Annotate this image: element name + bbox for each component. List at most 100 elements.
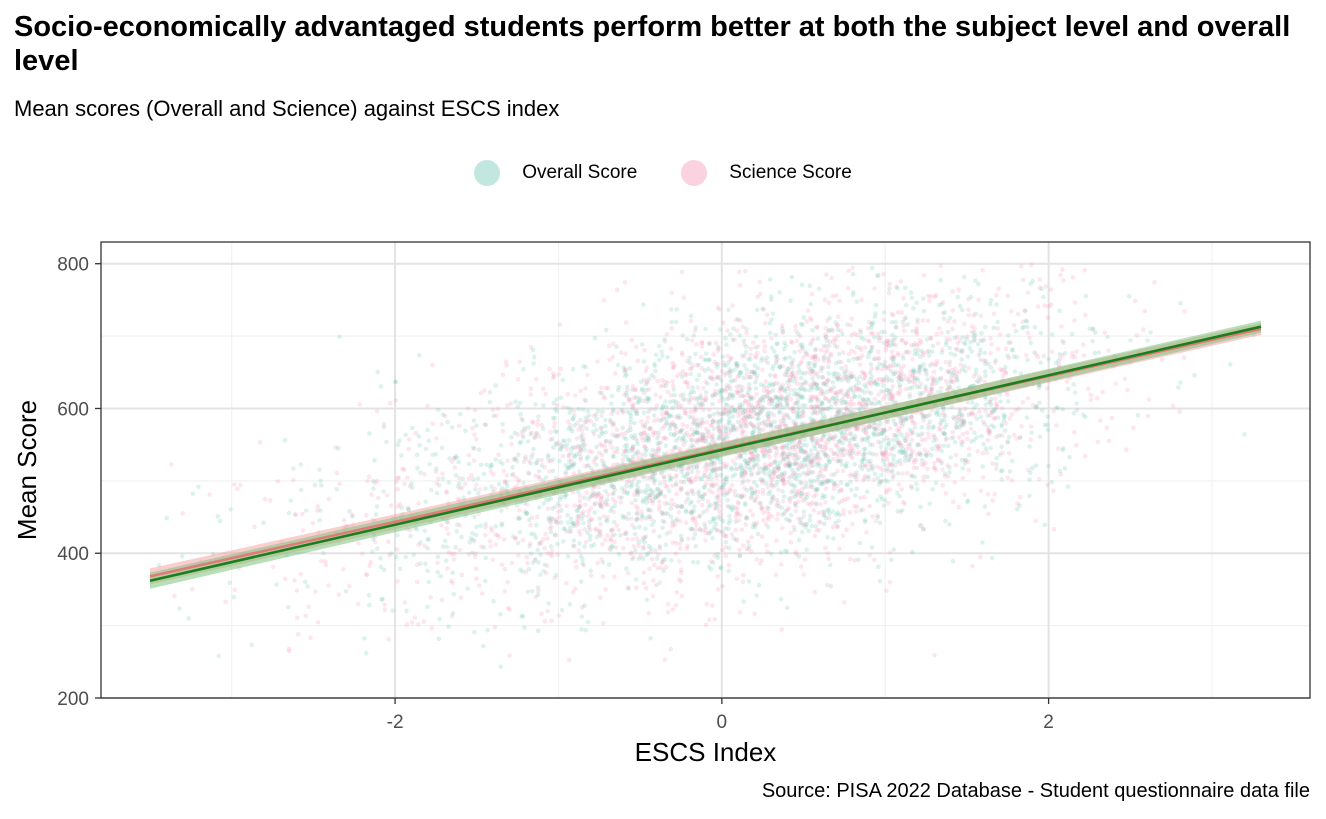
scatter-point [823,453,828,459]
scatter-point [657,534,662,539]
scatter-point [542,562,547,568]
scatter-point [409,481,414,486]
scatter-point [664,332,670,337]
scatter-point [707,414,713,419]
scatter-point [983,446,989,452]
scatter-point [690,414,695,420]
scatter-point [857,374,862,380]
scatter-point [405,505,411,511]
scatter-point [1032,325,1038,330]
scatter-point [579,511,584,516]
scatter-point [826,459,832,465]
scatter-point [378,384,384,389]
scatter-point [862,494,867,500]
scatter-point [721,532,727,538]
scatter-point [443,558,449,564]
scatter-point [1087,326,1093,332]
scatter-point [973,278,978,284]
scatter-point [690,515,696,520]
scatter-point [965,400,970,405]
scatter-point [695,363,700,368]
scatter-point [733,462,738,467]
scatter-point [792,378,797,384]
scatter-point [658,383,664,389]
scatter-point [457,411,463,417]
scatter-point [533,402,538,407]
scatter-point [779,471,784,477]
scatter-point [535,457,541,463]
scatter-point [706,366,711,372]
scatter-point [857,356,863,361]
scatter-point [355,601,361,607]
scatter-point [642,444,648,449]
scatter-point [839,366,844,371]
scatter-point [478,523,484,528]
scatter-point [879,451,885,457]
scatter-point [959,418,965,423]
scatter-point [678,546,683,551]
scatter-point [768,445,773,451]
scatter-point [660,518,666,524]
scatter-point [819,389,824,394]
scatter-point [791,373,797,379]
scatter-point [740,324,746,330]
scatter-point [509,434,514,440]
scatter-point [629,337,635,343]
scatter-point [576,504,582,510]
scatter-point [679,537,685,543]
scatter-point [459,534,464,540]
scatter-point [298,572,304,577]
scatter-point [706,429,711,434]
scatter-point [706,531,711,536]
scatter-point [1032,350,1037,355]
scatter-point [668,514,674,519]
scatter-point [430,452,435,458]
scatter-point [636,543,641,549]
scatter-point [641,570,647,575]
scatter-point [1005,353,1010,359]
scatter-point [792,401,798,406]
scatter-point [626,511,632,516]
scatter-point [774,479,780,485]
scatter-point [715,466,721,472]
scatter-point [903,438,908,444]
scatter-point [993,401,999,407]
scatter-point [545,536,550,541]
scatter-point [682,408,687,414]
scatter-point [663,379,668,385]
scatter-point [836,351,842,357]
scatter-point [767,277,773,282]
scatter-point [704,601,709,607]
scatter-point [767,448,773,454]
scatter-point [922,367,927,372]
scatter-point [815,449,821,455]
scatter-point [1122,376,1128,382]
scatter-point [623,448,628,454]
scatter-point [823,396,828,401]
scatter-point [670,524,675,529]
scatter-point [628,516,634,522]
scatter-point [472,432,477,438]
scatter-point [907,457,912,463]
scatter-point [1025,357,1030,363]
scatter-point [534,514,540,519]
scatter-point [857,362,863,367]
scatter-point [814,487,819,493]
scatter-point [762,394,767,400]
scatter-point [449,613,455,619]
scatter-point [321,550,326,556]
scatter-point [823,545,828,551]
scatter-point [578,448,584,453]
scatter-point [564,581,569,586]
scatter-point [950,367,955,373]
scatter-point [714,502,719,507]
scatter-point [780,364,785,369]
scatter-point [729,506,734,511]
scatter-point [634,409,640,414]
scatter-point [594,527,599,533]
scatter-point [626,457,631,463]
scatter-point [532,434,538,440]
scatter-point [579,579,584,584]
scatter-point [452,465,458,470]
scatter-point [629,556,635,562]
